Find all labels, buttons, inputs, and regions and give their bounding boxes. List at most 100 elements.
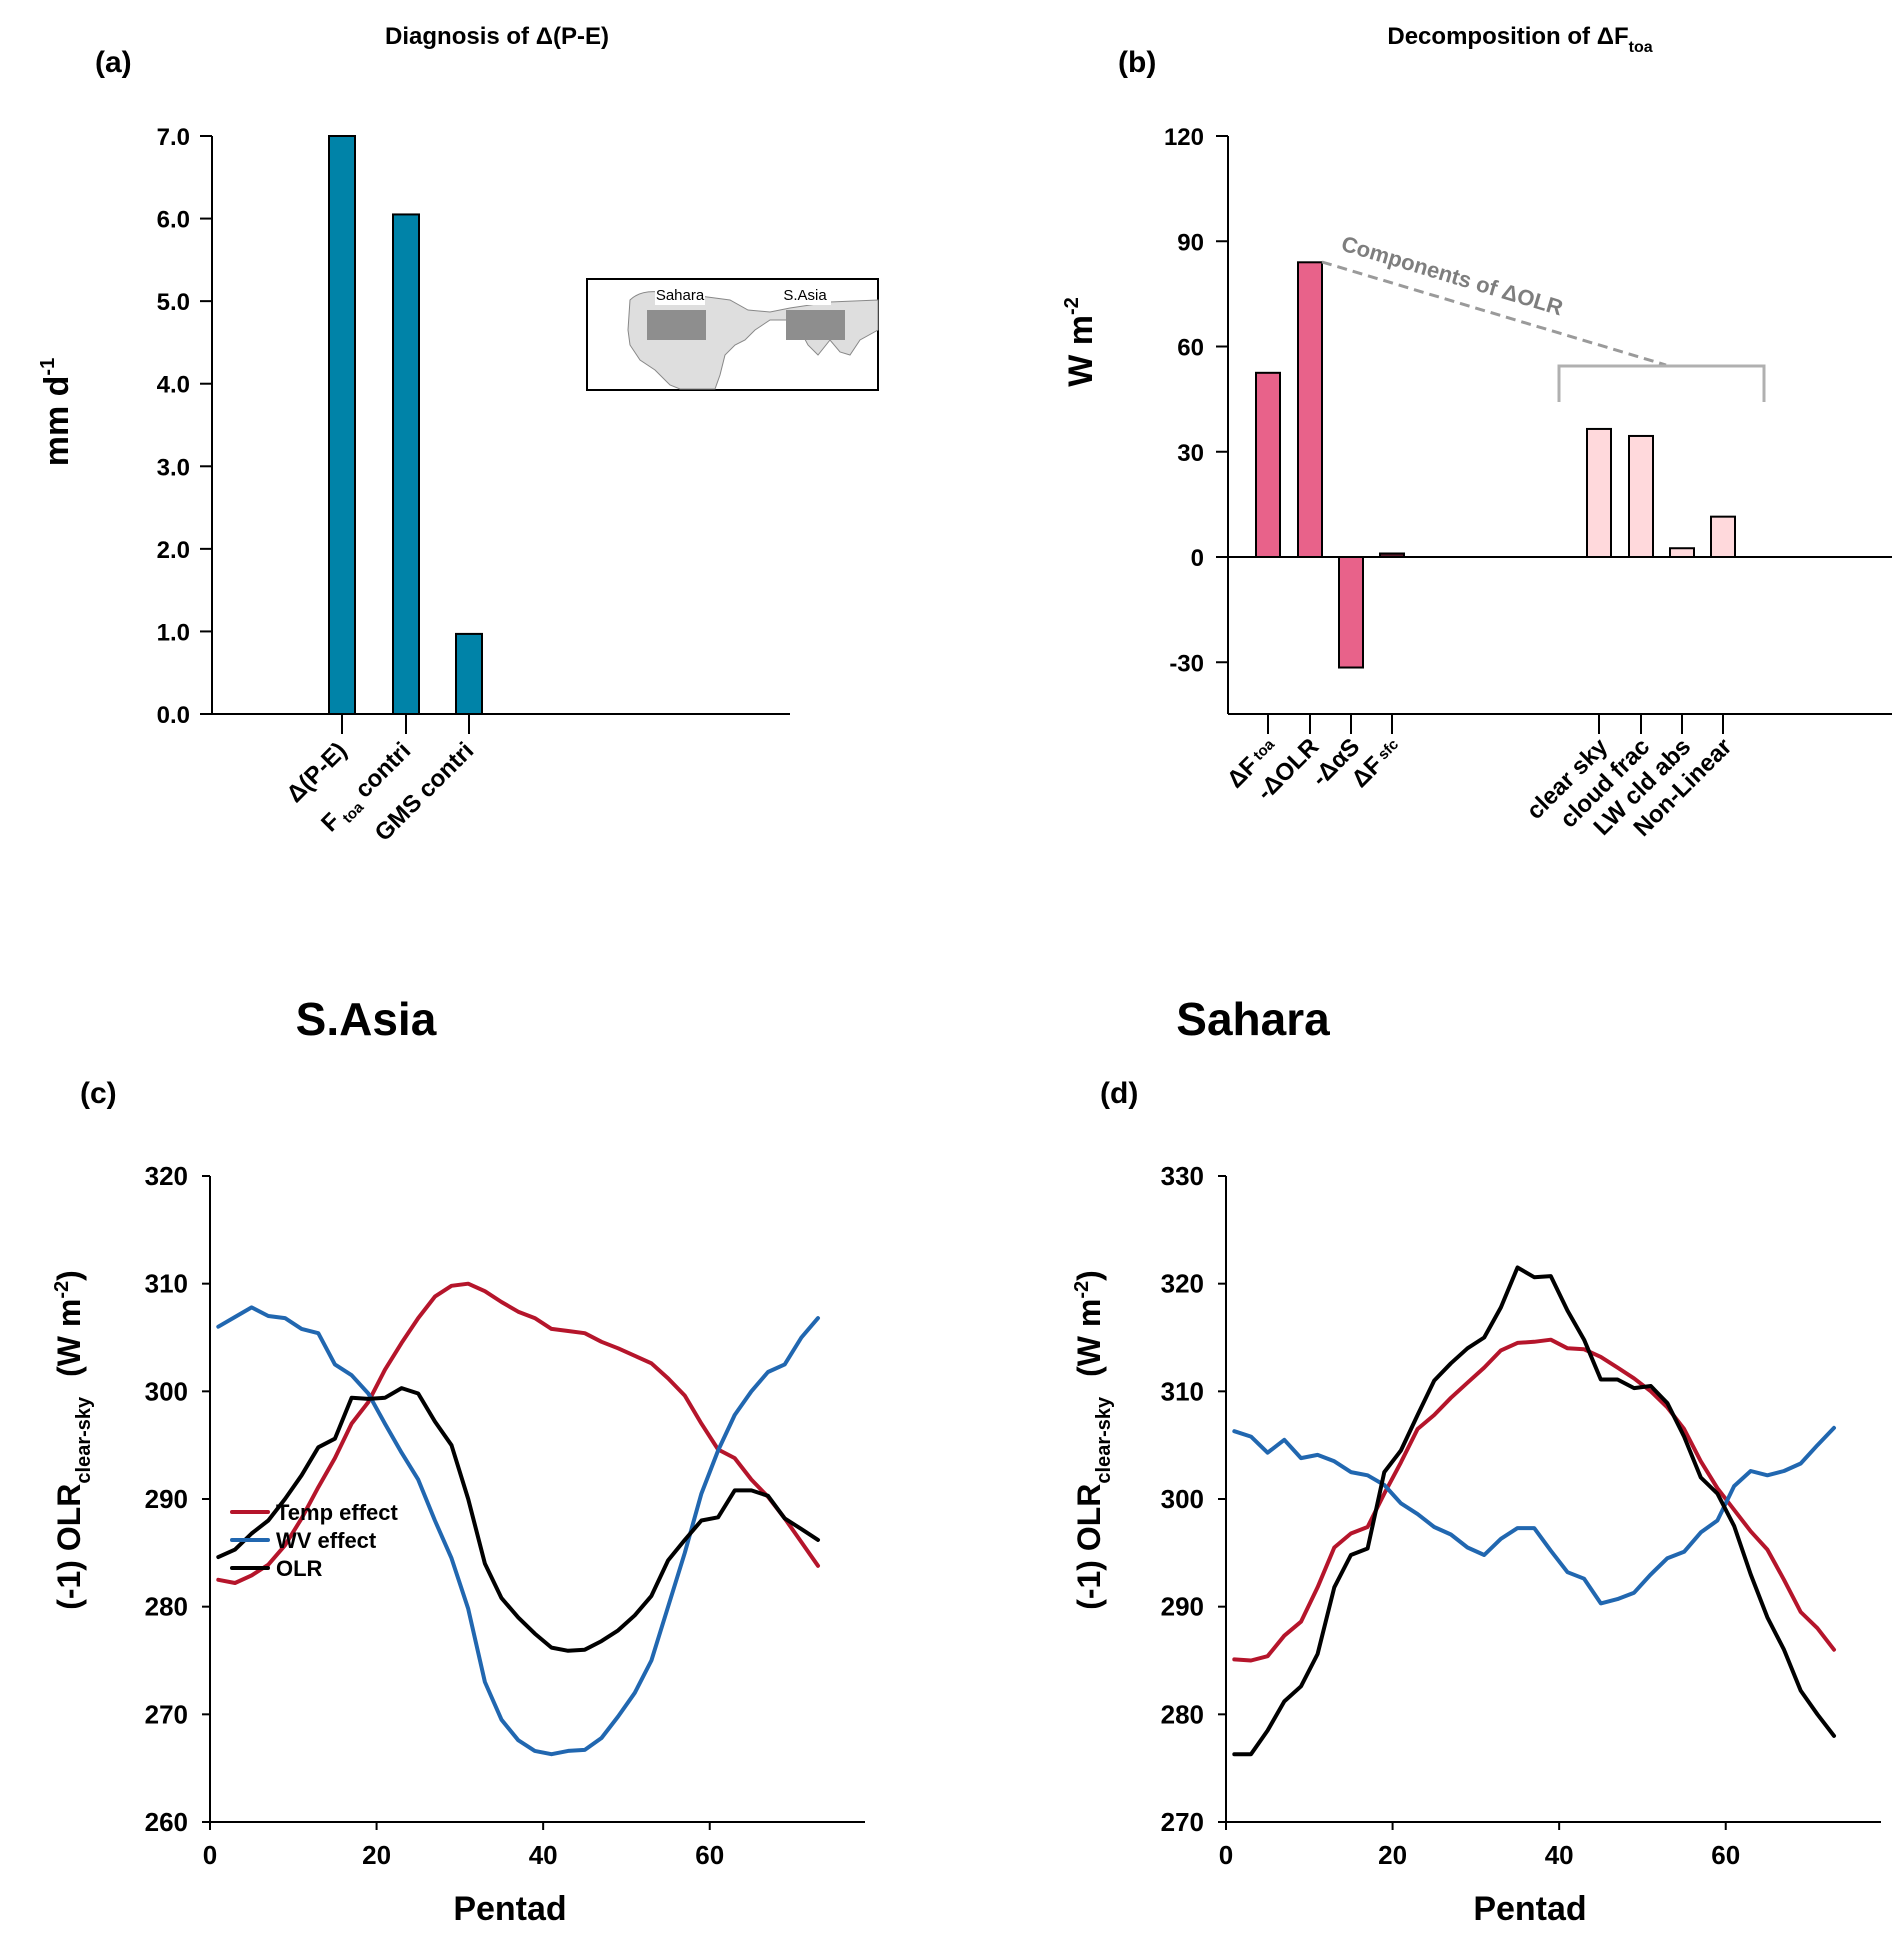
lines-d — [1232, 1265, 1836, 1757]
y-axis-label-c-unit-sup: -2 — [51, 1281, 73, 1299]
sahara-label-bg — [655, 283, 705, 305]
x-axis-label-c: Pentad — [453, 1890, 566, 1928]
x-axis-label-d: Pentad — [1473, 1890, 1586, 1928]
x-tick-label: 20 — [362, 1840, 391, 1870]
series-line-wv-effect — [1232, 1425, 1836, 1606]
series-line-olr — [216, 1386, 820, 1653]
series-line-wv-effect — [216, 1305, 820, 1757]
x-tick-label: 0 — [203, 1840, 217, 1870]
legend-label: Temp effect — [276, 1500, 399, 1525]
x-tick-label: 40 — [1545, 1840, 1574, 1870]
bar-b — [1628, 434, 1654, 558]
y-tick-label: 300 — [1161, 1484, 1204, 1514]
bar-a — [392, 213, 420, 715]
legend-label: OLR — [276, 1556, 323, 1581]
y-tick-label-b: 30 — [1177, 440, 1204, 467]
bar-a — [455, 632, 483, 715]
panel-label-a: (a) — [95, 46, 132, 79]
y-tick-label: 280 — [1161, 1699, 1204, 1729]
y-tick-label-a: 6.0 — [157, 207, 190, 234]
bar-b — [1586, 427, 1612, 558]
y-axis-label-d-unit: (W m — [1071, 1299, 1107, 1377]
panel-label-c: (c) — [80, 1077, 117, 1110]
legend-label: WV effect — [276, 1528, 377, 1553]
axes-c: 260 270 280 290 300 310 320 0 20 40 60 — [145, 1161, 865, 1870]
bar-b — [1338, 556, 1364, 669]
x-tick-label: 0 — [1219, 1840, 1233, 1870]
y-axis-label-c: (-1) OLRclear-sky (W m-2) — [51, 1270, 95, 1610]
y-tick-label: 280 — [145, 1592, 188, 1622]
bar-b — [1255, 371, 1281, 558]
y-ticks-a: 0.0 1.0 2.0 3.0 4.0 5.0 6.0 7.0 — [157, 124, 212, 729]
y-tick-label-b: -30 — [1169, 650, 1204, 677]
x-tick-label-b: ΔFsfc — [1346, 733, 1406, 793]
bar-a — [328, 135, 356, 715]
series-line-olr — [1232, 1265, 1836, 1757]
bar-b — [1710, 515, 1736, 559]
axes-d: 270 280 290 300 310 320 330 0 20 40 60 — [1161, 1161, 1881, 1870]
y-tick-label-a: 1.0 — [157, 619, 190, 646]
annotation-bracket — [1557, 364, 1766, 402]
x-tick-label: 20 — [1378, 1840, 1407, 1870]
chart-title-d: Sahara — [1176, 993, 1330, 1045]
y-tick-label: 260 — [145, 1807, 188, 1837]
y-tick-label-b: 60 — [1177, 335, 1204, 362]
x-tick-label-b-sub: sfc — [1375, 736, 1402, 763]
axes-b — [1216, 136, 1892, 715]
y-axis-label-d-main: (-1) OLR — [1071, 1484, 1107, 1610]
chart-title-c: S.Asia — [296, 993, 437, 1045]
chart-title-b-main: Decomposition of ΔF — [1387, 23, 1628, 50]
y-tick-label: 310 — [145, 1269, 188, 1299]
bar-b — [1297, 261, 1323, 558]
x-tick-label: 60 — [695, 1840, 724, 1870]
x-tick-label-a: Δ(P-E) — [281, 737, 352, 808]
panel-b: (b) Decomposition of ΔFtoa -300306090120… — [1061, 23, 1892, 842]
y-tick-label-a: 4.0 — [157, 372, 190, 399]
y-tick-label-a: 7.0 — [157, 124, 190, 151]
panel-a: (a) Diagnosis of Δ(P-E) 0.0 1.0 2.0 3.0 4.0 5… — [37, 23, 879, 847]
x-tick-label-b-sub: toa — [1250, 736, 1278, 764]
axes-a — [211, 136, 790, 715]
y-tick-label-a: 3.0 — [157, 454, 190, 481]
bars-a — [328, 135, 483, 715]
panel-label-d: (d) — [1100, 1077, 1138, 1110]
y-tick-label-a: 2.0 — [157, 537, 190, 564]
x-tick-label: 40 — [529, 1840, 558, 1870]
sahara-region-box — [647, 310, 706, 340]
y-axis-label-b-sup: -2 — [1061, 297, 1083, 315]
chart-title-a: Diagnosis of Δ(P-E) — [385, 23, 609, 50]
y-tick-label: 300 — [145, 1376, 188, 1406]
sahara-map-label: Sahara — [656, 287, 705, 304]
y-tick-label: 320 — [1161, 1269, 1204, 1299]
y-axis-label-b: W m-2 — [1061, 297, 1100, 387]
chart-title-b-sub: toa — [1629, 39, 1653, 56]
panel-label-b: (b) — [1118, 46, 1156, 79]
inset-region-map: Sahara S.Asia — [586, 278, 879, 391]
annotation-dashed-line — [1321, 260, 1667, 367]
y-axis-label-d: (-1) OLRclear-sky (W m-2) — [1071, 1270, 1115, 1610]
bar-b — [1379, 552, 1405, 558]
x-tick-label-a-main: Δ(P-E) — [281, 737, 352, 808]
y-tick-label: 290 — [145, 1484, 188, 1514]
y-tick-label: 270 — [1161, 1807, 1204, 1837]
lines-c — [216, 1281, 820, 1757]
y-axis-label-a: mm d-1 — [37, 358, 76, 466]
bar-b — [1669, 547, 1695, 559]
y-axis-label-a-sup: -1 — [37, 358, 59, 376]
y-axis-label-c-close: ) — [51, 1270, 87, 1281]
y-tick-label: 290 — [1161, 1592, 1204, 1622]
y-axis-label-b-main: W m — [1062, 315, 1100, 387]
x-tick-label: 60 — [1711, 1840, 1740, 1870]
y-ticks-b: -30 0 30 60 90 120 — [1164, 124, 1228, 677]
y-tick-label-a: 5.0 — [157, 289, 190, 316]
legend-c: Temp effect WV effect OLR — [230, 1500, 399, 1581]
y-tick-label: 310 — [1161, 1376, 1204, 1406]
y-tick-label: 320 — [145, 1161, 188, 1191]
sasia-map-label: S.Asia — [783, 287, 827, 304]
y-tick-label-a: 0.0 — [157, 702, 190, 729]
